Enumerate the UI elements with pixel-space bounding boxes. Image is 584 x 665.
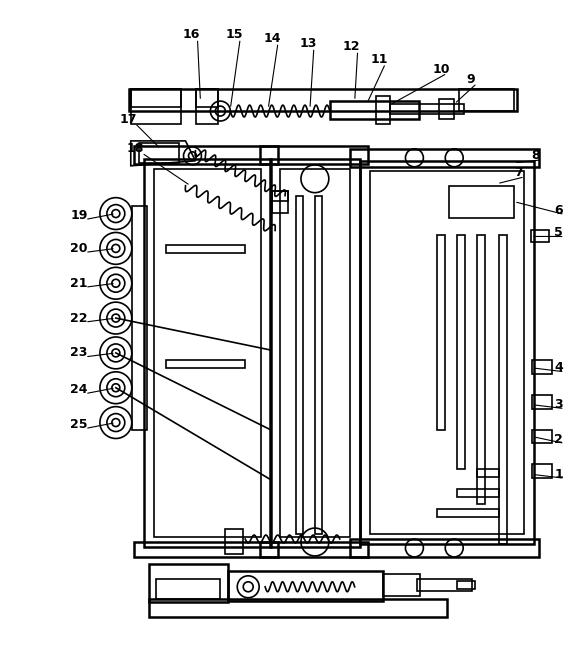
Bar <box>280 169 350 537</box>
Bar <box>296 196 303 534</box>
Bar <box>228 571 383 600</box>
Bar <box>531 231 549 243</box>
Text: 24: 24 <box>70 383 88 396</box>
Bar <box>260 146 368 164</box>
Bar <box>383 574 420 596</box>
Bar <box>477 235 485 504</box>
Bar <box>149 598 447 616</box>
Text: 11: 11 <box>371 53 388 66</box>
Bar <box>131 89 180 107</box>
Bar <box>390 104 464 114</box>
Bar <box>350 539 539 557</box>
Text: 1: 1 <box>554 467 563 481</box>
Bar <box>156 579 220 598</box>
Text: 7: 7 <box>515 166 523 180</box>
Text: 20: 20 <box>70 242 88 255</box>
Text: 19: 19 <box>70 209 88 222</box>
Bar <box>149 564 228 602</box>
Bar <box>532 360 552 374</box>
Text: 22: 22 <box>70 312 88 325</box>
Bar <box>532 464 552 478</box>
Text: 14: 14 <box>263 32 281 45</box>
Bar <box>418 579 472 591</box>
Text: 4: 4 <box>554 361 563 374</box>
Bar <box>134 146 278 164</box>
Bar <box>154 169 261 537</box>
Bar <box>139 143 179 163</box>
Text: 12: 12 <box>343 40 360 53</box>
Bar <box>134 542 278 557</box>
Bar <box>270 159 360 547</box>
Bar <box>532 395 552 408</box>
Bar <box>457 489 499 497</box>
Bar <box>272 191 288 213</box>
Bar <box>196 89 218 124</box>
Bar <box>499 235 507 544</box>
Bar <box>272 191 288 201</box>
Text: 8: 8 <box>531 150 540 162</box>
Bar <box>370 171 524 534</box>
Bar <box>315 196 322 534</box>
Text: 9: 9 <box>467 72 475 86</box>
Bar <box>132 205 147 430</box>
Text: 3: 3 <box>554 398 563 411</box>
Bar <box>437 235 445 430</box>
Bar <box>477 469 499 477</box>
Bar <box>166 245 245 253</box>
Text: 23: 23 <box>70 346 88 359</box>
Bar <box>225 529 243 554</box>
Text: 25: 25 <box>70 418 88 431</box>
Bar <box>330 101 419 119</box>
Bar <box>260 542 368 557</box>
Bar <box>196 89 218 107</box>
Bar <box>439 99 454 119</box>
Bar <box>437 509 499 517</box>
Text: 6: 6 <box>554 204 563 217</box>
Text: 13: 13 <box>299 37 317 50</box>
Bar <box>166 360 245 368</box>
Text: 21: 21 <box>70 277 88 290</box>
Text: 16: 16 <box>183 28 200 41</box>
Bar <box>360 161 534 544</box>
Bar <box>457 581 475 589</box>
Text: 10: 10 <box>433 63 450 76</box>
Bar <box>376 96 390 124</box>
Text: 17: 17 <box>120 112 137 126</box>
Bar <box>459 89 514 111</box>
Text: 15: 15 <box>225 28 243 41</box>
Bar <box>144 159 271 547</box>
Text: 18: 18 <box>127 142 144 156</box>
Text: 2: 2 <box>554 433 563 446</box>
Bar <box>532 430 552 444</box>
Bar <box>449 186 514 217</box>
Bar <box>129 89 517 111</box>
Bar <box>350 149 539 167</box>
Bar <box>457 235 465 469</box>
Text: 5: 5 <box>554 226 563 239</box>
Bar <box>131 89 180 124</box>
